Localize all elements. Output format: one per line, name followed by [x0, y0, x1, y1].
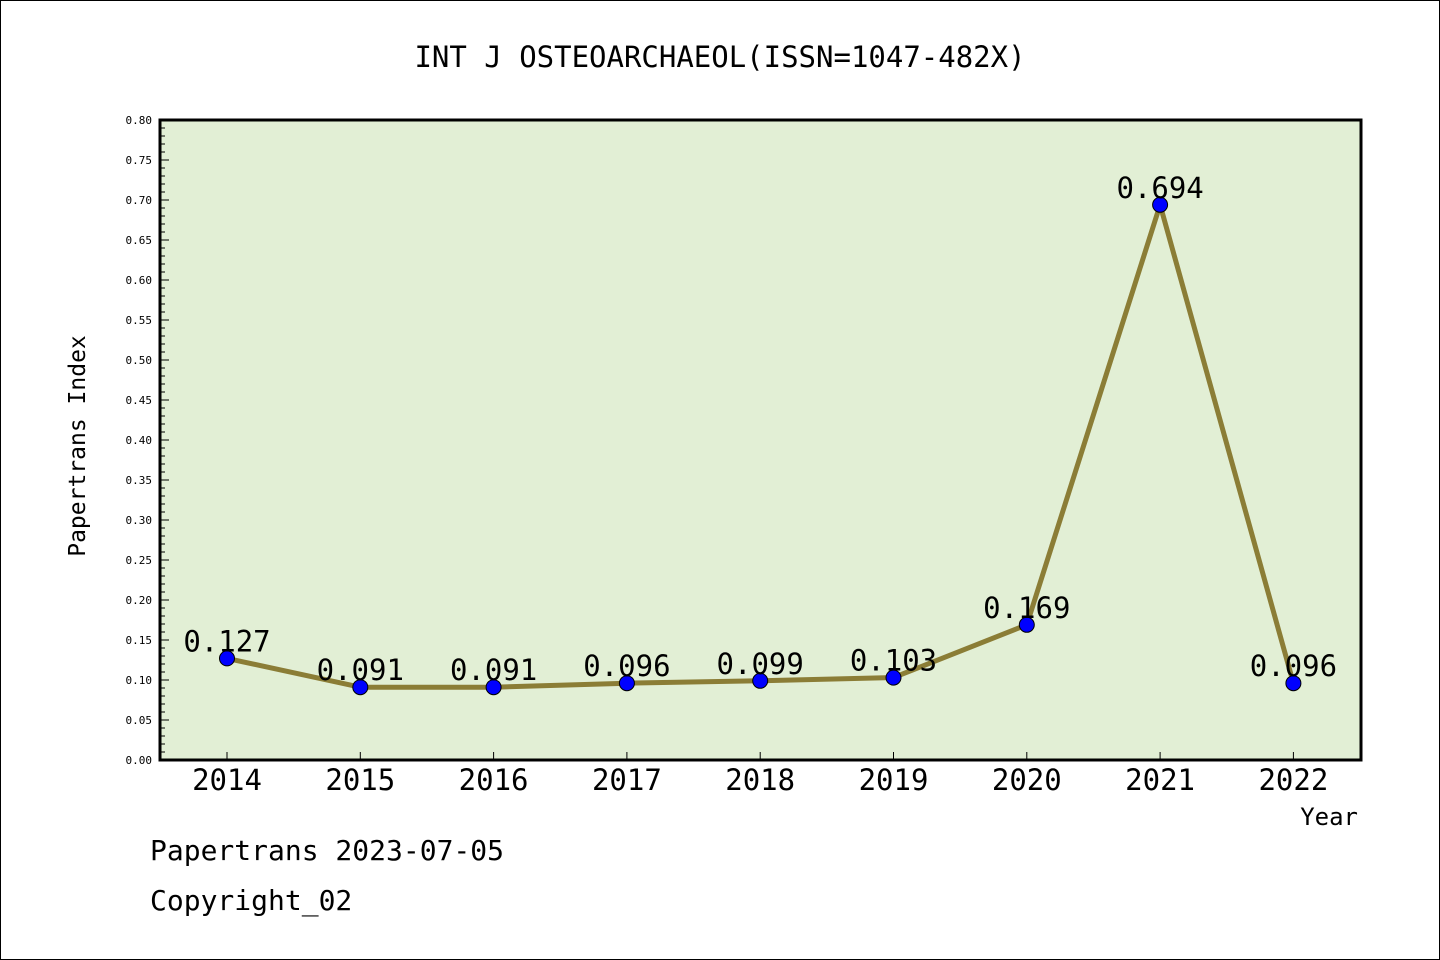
data-point: [352, 679, 369, 696]
y-tick-label: 0.75: [126, 154, 153, 167]
x-tick-label: 2015: [325, 763, 395, 797]
plot-area: [158, 118, 1363, 762]
y-axis: 0.00 0.05 0.10 0.15 0.20 0.25 0.30 0.35 0.40 0.45…: [126, 114, 169, 767]
data-label: 0.099: [717, 647, 804, 681]
y-tick-label: 0.30: [126, 514, 153, 527]
y-tick-label: 0.45: [126, 394, 153, 407]
x-tick-label: 2020: [992, 763, 1062, 797]
y-tick-label: 0.65: [126, 234, 153, 247]
data-point: [618, 675, 635, 692]
y-tick-label: 0.25: [126, 554, 153, 567]
footer-copyright: Copyright_02: [150, 884, 353, 917]
data-point: [1285, 675, 1302, 692]
data-label: 0.103: [850, 644, 937, 678]
x-tick-label: 2019: [859, 763, 929, 797]
y-tick-label: 0.10: [126, 674, 153, 687]
y-tick-label: 0.80: [126, 114, 153, 127]
y-tick-label: 0.05: [126, 714, 153, 727]
data-label: 0.091: [450, 653, 537, 687]
x-axis: 2014 2015 2016 2017 2018 2019 2020 2021 2022: [192, 752, 1328, 797]
y-tick-label: 0.60: [126, 274, 153, 287]
data-point: [885, 669, 902, 686]
x-tick-label: 2017: [592, 763, 662, 797]
data-point: [485, 679, 502, 696]
chart-title: INT J OSTEOARCHAEOL(ISSN=1047-482X): [414, 40, 1025, 74]
data-label: 0.694: [1116, 171, 1203, 205]
y-axis-label: Papertrans Index: [65, 335, 91, 557]
y-tick-label: 0.40: [126, 434, 153, 447]
x-tick-label: 2014: [192, 763, 262, 797]
data-point: [1152, 196, 1169, 213]
x-tick-label: 2018: [725, 763, 795, 797]
data-label: 0.096: [583, 649, 670, 683]
x-tick-label: 2022: [1258, 763, 1328, 797]
y-tick-label: 0.00: [126, 754, 153, 767]
x-axis-label: Year: [1300, 803, 1358, 831]
data-point: [752, 672, 769, 689]
x-tick-label: 2016: [459, 763, 529, 797]
y-tick-label: 0.70: [126, 194, 153, 207]
y-tick-label: 0.50: [126, 354, 153, 367]
y-tick-label: 0.55: [126, 314, 153, 327]
y-tick-label: 0.35: [126, 474, 153, 487]
data-label: 0.096: [1250, 649, 1337, 683]
x-tick-label: 2021: [1125, 763, 1195, 797]
data-labels: 0.127 0.091 0.091 0.096 0.099 0.103 0.169 0.694…: [183, 171, 1337, 687]
data-label: 0.127: [183, 624, 270, 658]
data-label: 0.091: [317, 653, 404, 687]
data-point: [1018, 616, 1035, 633]
data-points: [219, 196, 1302, 696]
data-point: [219, 650, 235, 667]
footer-date: Papertrans 2023-07-05: [150, 834, 505, 867]
data-label: 0.169: [983, 591, 1070, 625]
y-tick-label: 0.15: [126, 634, 153, 647]
y-tick-label: 0.20: [126, 594, 153, 607]
